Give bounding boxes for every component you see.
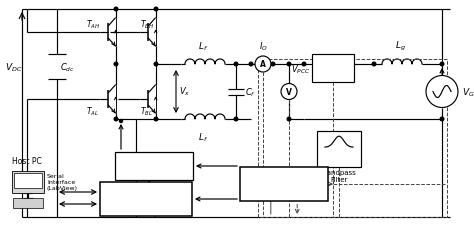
Text: ADC: ADC [274, 186, 294, 195]
Circle shape [372, 63, 376, 67]
Text: $T_{AH}$: $T_{AH}$ [86, 19, 100, 31]
Circle shape [281, 84, 297, 100]
FancyBboxPatch shape [13, 198, 43, 208]
Text: $V_{PCC}$: $V_{PCC}$ [291, 64, 310, 76]
FancyBboxPatch shape [317, 131, 361, 167]
Text: Host PC: Host PC [12, 156, 42, 165]
FancyBboxPatch shape [115, 152, 193, 180]
Circle shape [426, 76, 458, 108]
Text: DSP: DSP [137, 201, 155, 210]
Circle shape [440, 63, 444, 67]
FancyBboxPatch shape [12, 171, 44, 193]
Circle shape [114, 118, 118, 121]
Text: $L_f$: $L_f$ [198, 40, 208, 53]
Circle shape [440, 118, 444, 121]
Circle shape [154, 63, 158, 67]
Text: $V_G$: $V_G$ [462, 86, 474, 98]
Text: $V_x$: $V_x$ [179, 85, 190, 98]
Text: TMS320F2812: TMS320F2812 [116, 190, 176, 199]
Text: $L_g$: $L_g$ [394, 40, 405, 53]
Circle shape [255, 57, 271, 73]
Circle shape [249, 63, 253, 67]
Circle shape [302, 63, 306, 67]
Circle shape [287, 118, 291, 121]
FancyBboxPatch shape [240, 167, 328, 201]
Circle shape [234, 118, 238, 121]
Text: Filter: Filter [330, 176, 348, 182]
Text: $I_O$: $I_O$ [259, 40, 267, 53]
Circle shape [154, 8, 158, 12]
Text: A: A [260, 60, 266, 69]
FancyBboxPatch shape [100, 182, 192, 216]
Circle shape [154, 118, 158, 121]
Text: $T_{AL}$: $T_{AL}$ [86, 105, 99, 118]
Text: Gate Driver: Gate Driver [128, 162, 180, 171]
Text: $T_{BL}$: $T_{BL}$ [140, 105, 153, 118]
Text: $L_f$: $L_f$ [198, 131, 208, 144]
Circle shape [119, 120, 122, 123]
Text: Bandpass: Bandpass [322, 169, 356, 175]
Circle shape [287, 63, 291, 67]
Text: Serial: Serial [47, 174, 65, 179]
Text: LR-F2812DAQ: LR-F2812DAQ [255, 175, 313, 184]
Circle shape [114, 63, 118, 67]
Circle shape [271, 63, 275, 67]
Text: V: V [286, 88, 292, 97]
Text: (LabView): (LabView) [47, 186, 78, 191]
Text: $C_f$: $C_f$ [245, 86, 255, 98]
Text: ZCD: ZCD [322, 64, 344, 74]
FancyBboxPatch shape [14, 173, 42, 188]
Text: $C_{dc}$: $C_{dc}$ [60, 61, 75, 74]
Circle shape [234, 63, 238, 67]
Text: Interface: Interface [47, 180, 75, 185]
Circle shape [114, 8, 118, 12]
Text: $T_{BH}$: $T_{BH}$ [140, 19, 154, 31]
FancyBboxPatch shape [312, 55, 354, 83]
Text: $V_{DC}$: $V_{DC}$ [5, 61, 22, 74]
